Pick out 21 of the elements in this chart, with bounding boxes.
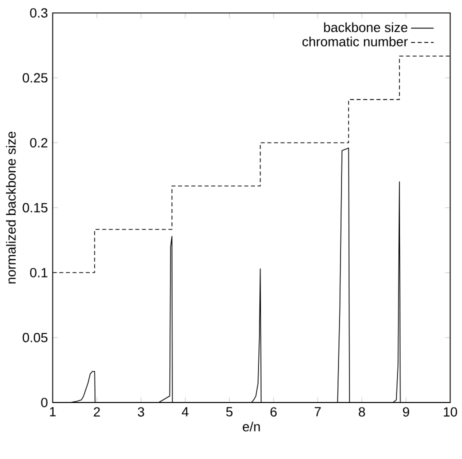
legend-label: chromatic number	[302, 36, 408, 46]
x-tick-label: 1	[50, 407, 56, 416]
y-tick-label: 0.05	[22, 332, 48, 342]
x-tick-label: 7	[314, 407, 321, 416]
y-axis-title: normalized backbone size	[6, 132, 16, 284]
y-tick-label: 0.2	[30, 138, 48, 148]
x-tick-label: 6	[270, 407, 277, 416]
x-tick-label: 4	[182, 407, 188, 416]
y-tick-label: 0.25	[22, 73, 48, 82]
x-axis-title: e/n	[242, 422, 260, 432]
y-tick-label: 0.3	[30, 8, 48, 18]
x-tick-label: 5	[226, 407, 232, 416]
x-tick-label: 10	[444, 407, 458, 416]
x-tick-label: 2	[94, 407, 100, 416]
x-tick-label: 9	[402, 407, 410, 416]
y-tick-label: 0.1	[30, 268, 48, 278]
x-tick-label: 3	[138, 407, 144, 416]
x-tick-label: 8	[358, 407, 365, 416]
y-tick-label: 0.15	[22, 202, 48, 212]
legend-label: backbone size	[324, 22, 408, 32]
y-tick-label: 0	[41, 398, 48, 408]
